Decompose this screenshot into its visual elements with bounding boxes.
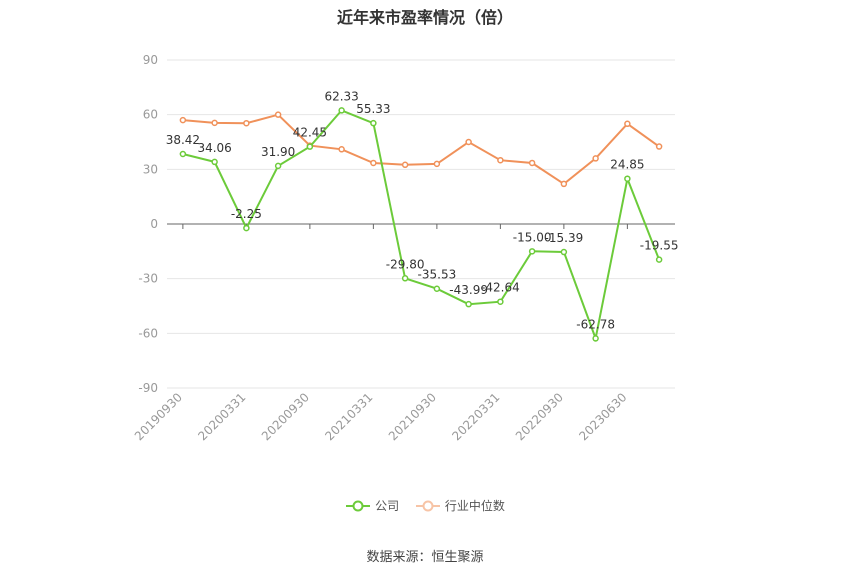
data-point <box>274 111 282 118</box>
legend-item-industry-median[interactable]: 行业中位数 <box>415 497 505 514</box>
data-label: 55.33 <box>356 102 390 116</box>
data-point <box>338 107 345 114</box>
data-point <box>560 180 568 188</box>
data-label: 42.45 <box>293 126 327 140</box>
data-point <box>465 300 472 308</box>
legend-swatch-company-icon <box>346 500 371 511</box>
data-point <box>401 161 409 169</box>
data-point <box>179 116 187 124</box>
data-point <box>528 248 536 255</box>
y-tick-label: 30 <box>143 162 158 176</box>
data-point <box>624 175 631 182</box>
data-point <box>497 298 504 305</box>
data-point <box>179 150 187 158</box>
data-label: -62.78 <box>576 317 615 331</box>
y-tick-label: -30 <box>138 272 158 286</box>
legend-swatch-industry-median-icon <box>415 500 440 511</box>
y-tick-label: 90 <box>143 53 158 67</box>
series-line <box>182 109 661 343</box>
data-point <box>401 275 409 282</box>
x-tick-label: 20210331 <box>322 390 375 443</box>
data-point <box>528 159 536 167</box>
data-label: 62.33 <box>324 89 358 103</box>
legend: 公司 行业中位数 <box>0 497 850 514</box>
data-label: 34.06 <box>197 141 231 155</box>
data-label: 38.42 <box>166 133 200 147</box>
data-point <box>243 119 250 127</box>
data-point <box>338 146 345 153</box>
data-label: -43.99 <box>449 283 488 297</box>
data-label: -2.25 <box>231 207 262 221</box>
legend-label-industry-median: 行业中位数 <box>444 499 505 513</box>
data-point <box>560 248 568 256</box>
data-label: -29.80 <box>386 257 425 271</box>
data-point <box>624 120 631 128</box>
y-tick-label: 60 <box>143 108 158 122</box>
data-point <box>370 119 377 127</box>
data-point <box>592 335 599 342</box>
x-tick-label: 20220331 <box>449 390 502 443</box>
data-label: 24.85 <box>610 158 644 172</box>
data-label: 31.90 <box>261 145 295 159</box>
data-point <box>465 138 472 146</box>
data-label: -35.53 <box>418 268 457 282</box>
data-label: -19.55 <box>640 239 679 253</box>
x-tick-label: 20200331 <box>195 390 248 443</box>
data-point <box>433 160 441 168</box>
data-point <box>433 285 441 292</box>
x-tick-label: 20190930 <box>132 390 185 443</box>
data-point <box>211 158 218 166</box>
data-label: -15.00 <box>513 230 552 244</box>
data-point <box>655 256 663 263</box>
data-point <box>655 143 663 150</box>
x-tick-label: 20200930 <box>259 390 312 443</box>
data-source: 数据来源：恒生聚源 <box>366 550 484 565</box>
y-tick-label: 0 <box>150 217 158 231</box>
data-point <box>211 119 218 127</box>
data-point <box>370 159 377 167</box>
legend-label-company: 公司 <box>375 499 400 513</box>
series-layer <box>179 107 663 343</box>
legend-item-company[interactable]: 公司 <box>345 497 399 514</box>
x-tick-label: 20220930 <box>513 390 566 443</box>
y-tick-label: -90 <box>138 381 158 395</box>
data-point <box>274 162 282 170</box>
chart-title: 近年来市盈率情况（倍） <box>336 8 513 27</box>
data-point <box>243 224 250 232</box>
y-tick-label: -60 <box>138 326 158 340</box>
data-point <box>497 156 504 164</box>
x-tick-label: 20230630 <box>576 390 629 443</box>
series-line <box>182 113 660 186</box>
data-label: -42.64 <box>481 281 520 295</box>
data-point <box>592 155 599 162</box>
data-point <box>306 143 314 150</box>
data-label: -15.39 <box>545 231 584 245</box>
x-tick-label: 20210930 <box>386 390 439 443</box>
